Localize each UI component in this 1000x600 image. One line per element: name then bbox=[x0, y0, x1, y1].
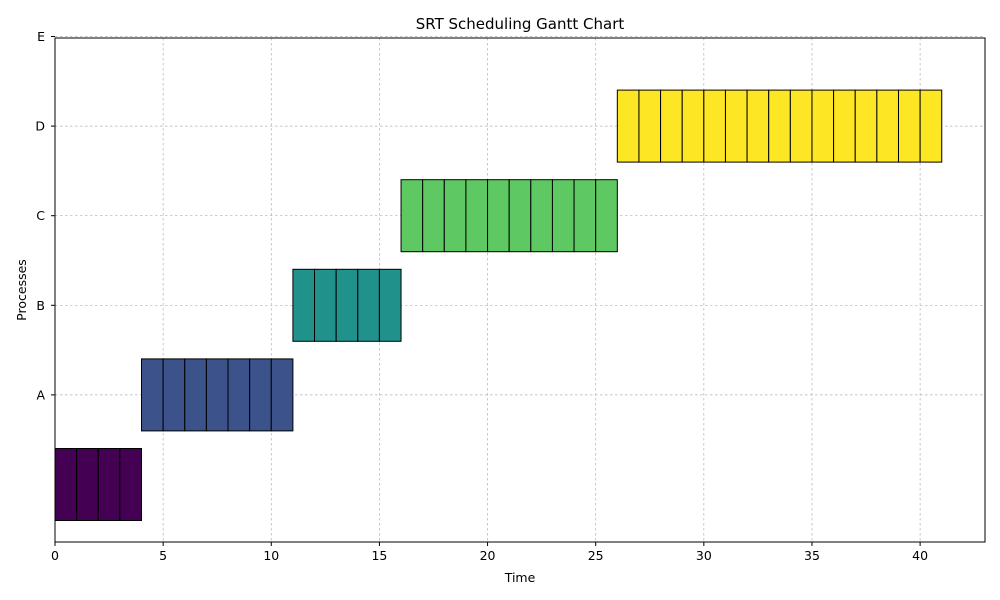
gantt-segment bbox=[270, 358, 294, 432]
x-tick-label: 20 bbox=[480, 548, 496, 563]
y-tick-label: C bbox=[36, 208, 45, 223]
y-tick-label: E bbox=[37, 29, 45, 44]
x-tick-label: 0 bbox=[51, 548, 59, 563]
gantt-segment bbox=[746, 89, 770, 163]
gantt-segment bbox=[573, 179, 597, 253]
bars-layer bbox=[54, 89, 943, 521]
gantt-segment bbox=[508, 179, 532, 253]
y-ticks: A B C D E bbox=[35, 29, 55, 402]
gantt-segment bbox=[205, 358, 229, 432]
gantt-segment bbox=[681, 89, 705, 163]
gantt-segment bbox=[703, 89, 726, 163]
gantt-segment bbox=[443, 179, 467, 253]
x-ticks: 0 5 10 15 20 25 30 35 40 bbox=[51, 542, 928, 563]
gantt-segment bbox=[897, 89, 921, 163]
y-tick-label: A bbox=[36, 387, 45, 402]
x-tick-label: 40 bbox=[912, 548, 928, 563]
x-tick-label: 10 bbox=[263, 548, 279, 563]
gantt-segment bbox=[227, 358, 251, 432]
gantt-segment bbox=[854, 89, 878, 163]
gantt-segment bbox=[162, 358, 186, 432]
gantt-segment bbox=[314, 268, 337, 342]
gantt-segment bbox=[422, 179, 445, 253]
y-tick-label: D bbox=[35, 119, 45, 134]
x-tick-label: 30 bbox=[696, 548, 712, 563]
gantt-segment bbox=[378, 268, 402, 342]
chart-title: SRT Scheduling Gantt Chart bbox=[416, 15, 625, 33]
gantt-segment bbox=[616, 89, 640, 163]
x-tick-label: 35 bbox=[804, 548, 820, 563]
gantt-segment bbox=[54, 448, 78, 521]
gantt-segment bbox=[400, 179, 424, 253]
gantt-segment bbox=[530, 179, 553, 253]
gantt-segment bbox=[487, 179, 510, 253]
gantt-segment bbox=[76, 448, 99, 521]
y-tick-label: B bbox=[36, 298, 45, 313]
gantt-segment bbox=[660, 89, 683, 163]
gantt-segment bbox=[97, 448, 121, 521]
gantt-segment bbox=[335, 268, 359, 342]
gantt-segment bbox=[833, 89, 856, 163]
gantt-segment bbox=[595, 179, 618, 253]
gantt-segment bbox=[724, 89, 748, 163]
x-tick-label: 25 bbox=[588, 548, 604, 563]
gantt-segment bbox=[184, 358, 207, 432]
gantt-segment bbox=[465, 179, 489, 253]
x-axis-label: Time bbox=[504, 570, 536, 585]
gantt-segment bbox=[876, 89, 899, 163]
x-tick-label: 5 bbox=[159, 548, 167, 563]
gantt-segment bbox=[811, 89, 835, 163]
gantt-segment bbox=[357, 268, 380, 342]
gantt-segment bbox=[141, 358, 164, 432]
gantt-segment bbox=[119, 448, 143, 521]
gantt-segment bbox=[789, 89, 813, 163]
gantt-segment bbox=[292, 268, 316, 342]
x-tick-label: 15 bbox=[371, 548, 387, 563]
plot-frame bbox=[54, 37, 986, 543]
gantt-segment bbox=[551, 179, 575, 253]
gantt-segment bbox=[768, 89, 791, 163]
gantt-segment bbox=[638, 89, 662, 163]
y-axis-label: Processes bbox=[14, 259, 29, 321]
gantt-segment bbox=[249, 358, 272, 432]
gantt-segment bbox=[919, 89, 943, 163]
